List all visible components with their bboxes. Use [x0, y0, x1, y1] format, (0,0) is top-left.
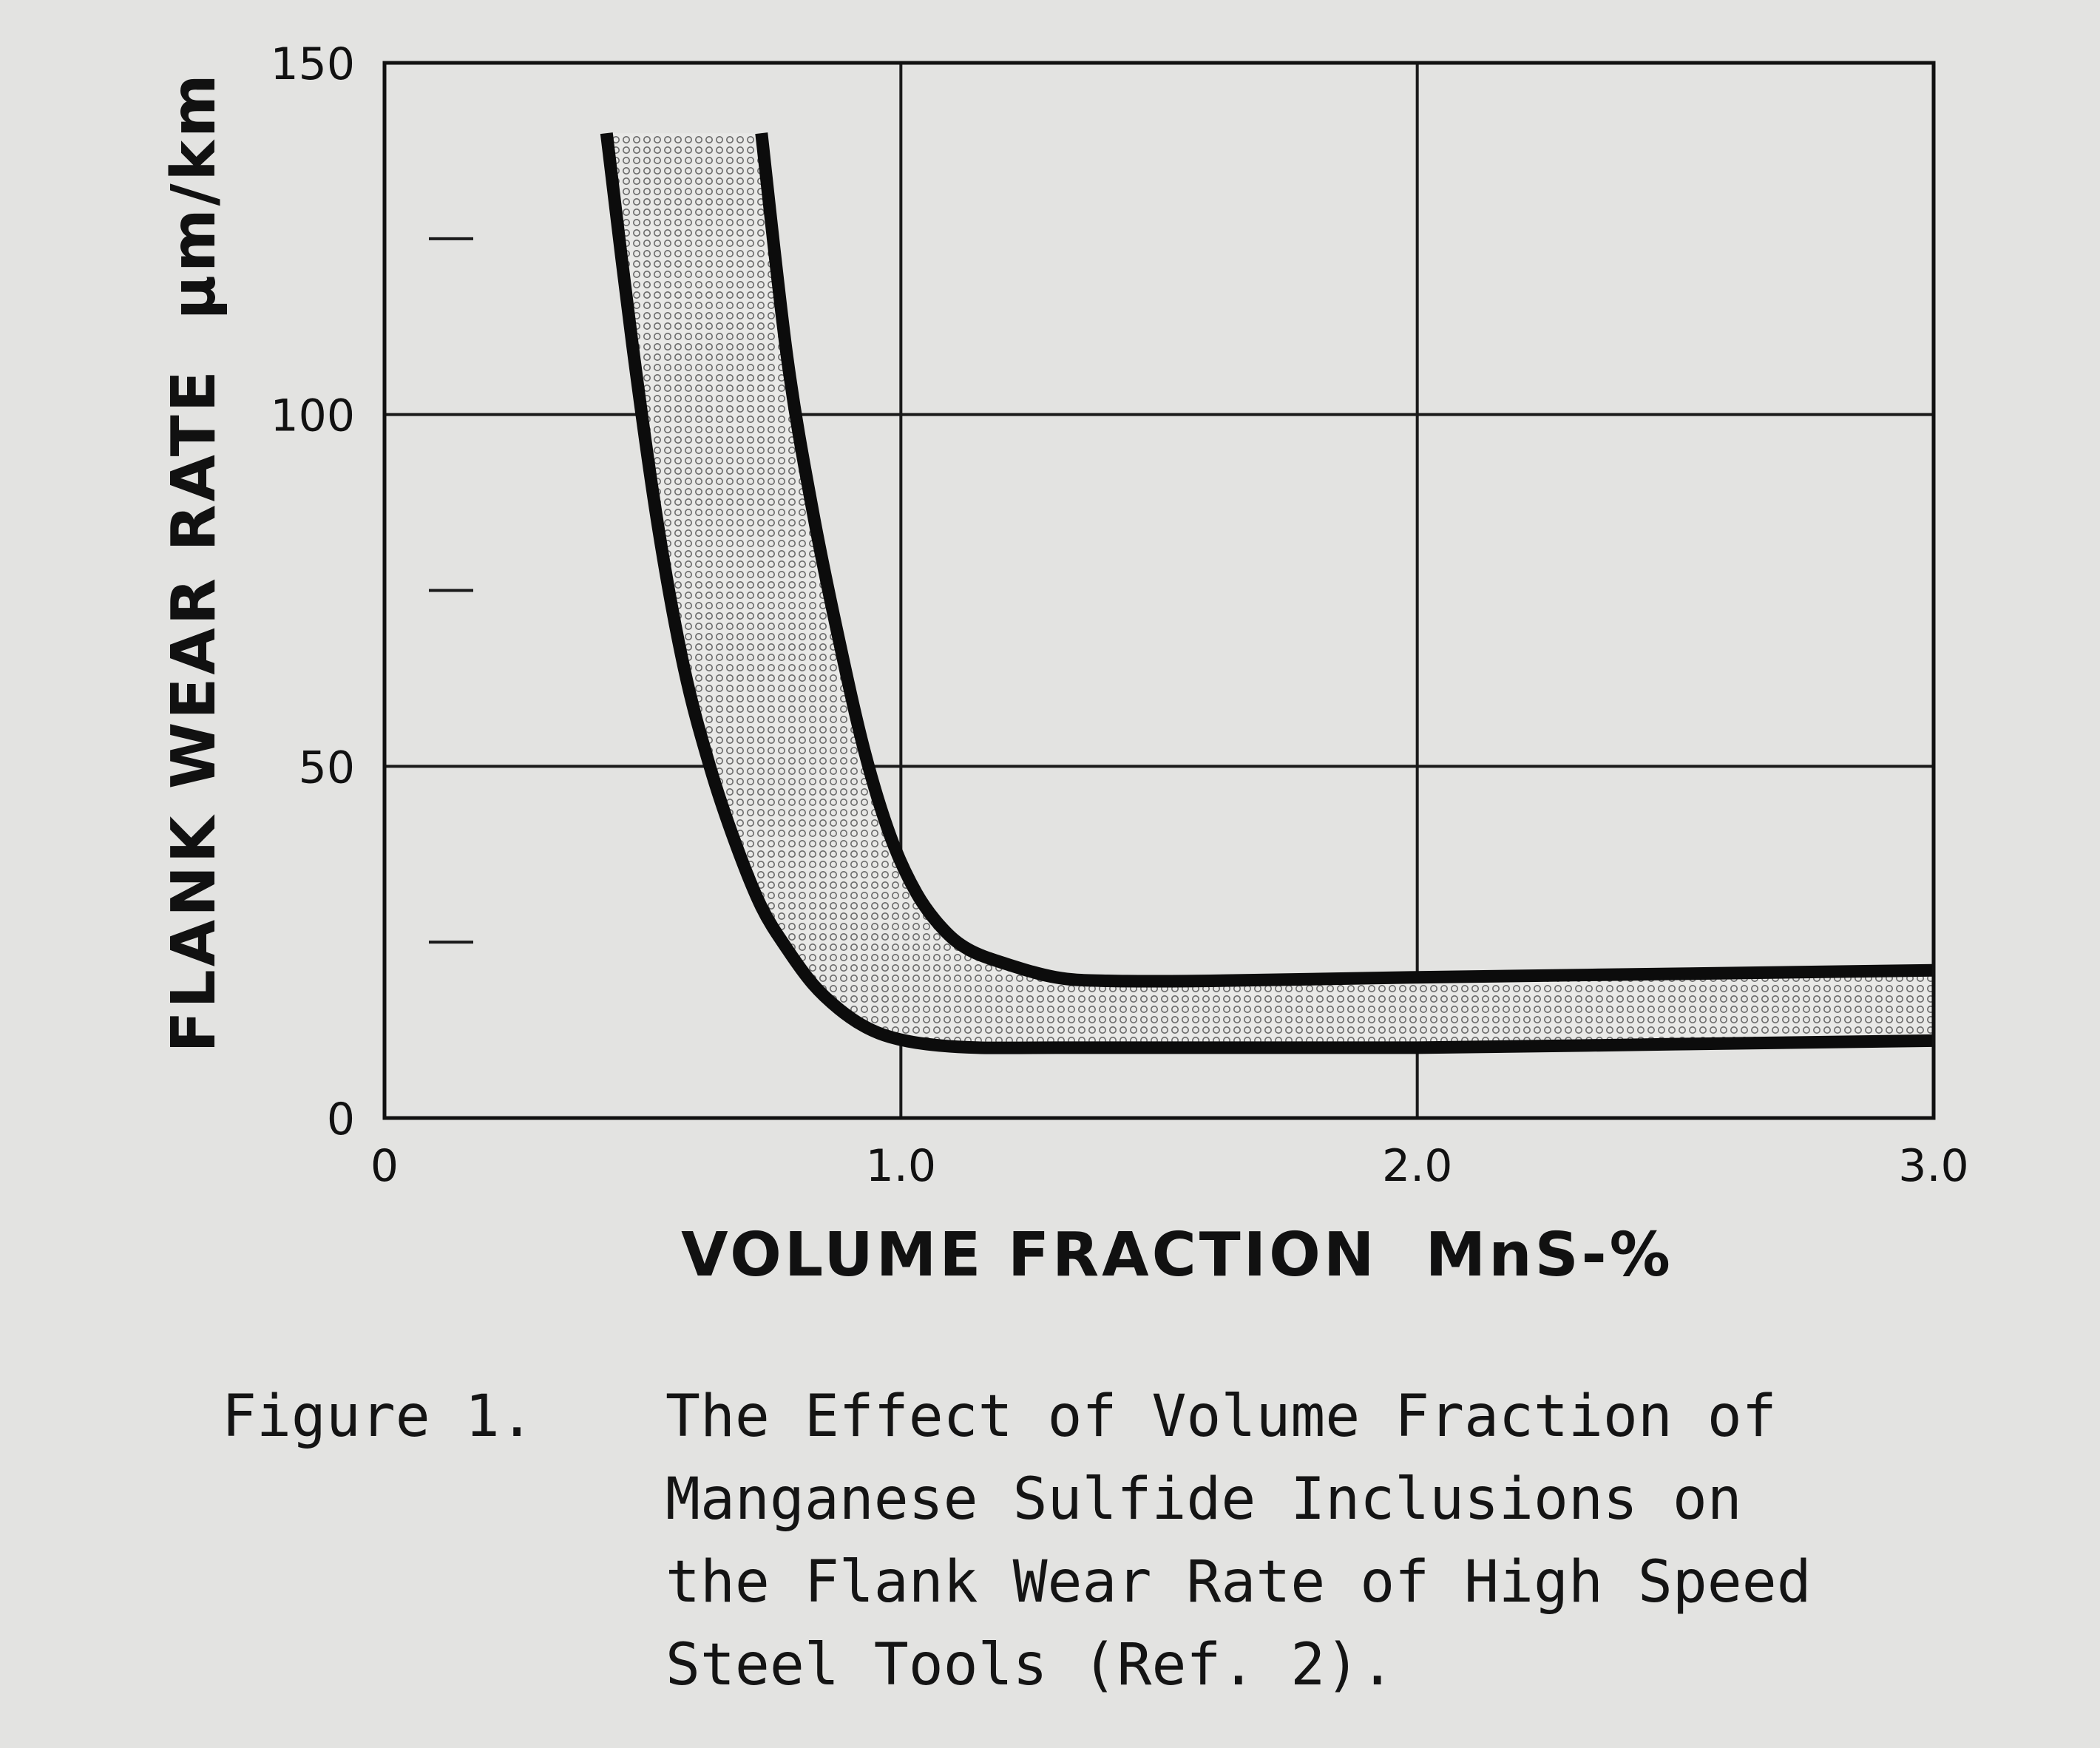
x-axis-title: VOLUME FRACTION MnS-%: [681, 1220, 1673, 1290]
x-tick-label: 3.0: [1898, 1140, 1968, 1192]
wear-rate-chart: 0 1.0 2.0 3.0 0 50 100 150 VOLUME FRACTION MnS-…: [159, 38, 1969, 1290]
y-tick-label: 150: [270, 38, 355, 90]
y-tick-label: 0: [327, 1094, 355, 1145]
series-upper-curve: [755, 132, 1934, 988]
x-tick-label: 2.0: [1382, 1140, 1452, 1192]
caption-line: Manganese Sulfide Inclusions on: [665, 1466, 1742, 1533]
caption-label: Figure 1.: [222, 1383, 535, 1450]
band-fill: [606, 133, 1934, 1049]
tick-labels: 0 1.0 2.0 3.0 0 50 100 150: [270, 38, 1968, 1192]
caption-line: Steel Tools (Ref. 2).: [665, 1632, 1395, 1698]
y-tick-label: 100: [270, 390, 355, 442]
plot-border: [382, 61, 1936, 1120]
x-tick-label: 1.0: [866, 1140, 936, 1192]
plot-frame: [382, 61, 1936, 1120]
y-tick-label: 50: [299, 742, 355, 793]
x-tick-label: 0: [370, 1140, 399, 1192]
caption-line: The Effect of Volume Fraction of: [665, 1383, 1777, 1450]
caption-line: the Flank Wear Rate of High Speed: [665, 1549, 1812, 1616]
data-band: [600, 132, 1934, 1054]
y-axis-title: FLANK WEAR RATE μm/km: [159, 71, 229, 1052]
figure-caption: Figure 1. The Effect of Volume Fraction …: [222, 1375, 1996, 1707]
caption-text: The Effect of Volume Fraction of Mangane…: [665, 1375, 1996, 1707]
series-lower-curve: [600, 132, 1934, 1054]
